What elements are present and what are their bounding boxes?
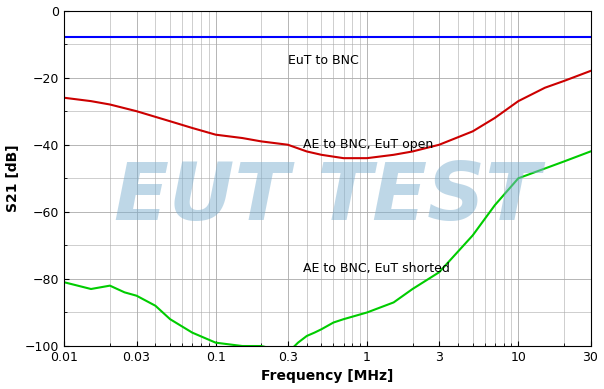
Text: EUT TEST: EUT TEST <box>114 159 541 237</box>
Text: AE to BNC, EuT shorted: AE to BNC, EuT shorted <box>303 262 450 275</box>
X-axis label: Frequency [MHz]: Frequency [MHz] <box>262 370 394 384</box>
Y-axis label: S21 [dB]: S21 [dB] <box>5 144 19 212</box>
Text: AE to BNC, EuT open: AE to BNC, EuT open <box>303 138 434 151</box>
Text: EuT to BNC: EuT to BNC <box>288 54 359 67</box>
